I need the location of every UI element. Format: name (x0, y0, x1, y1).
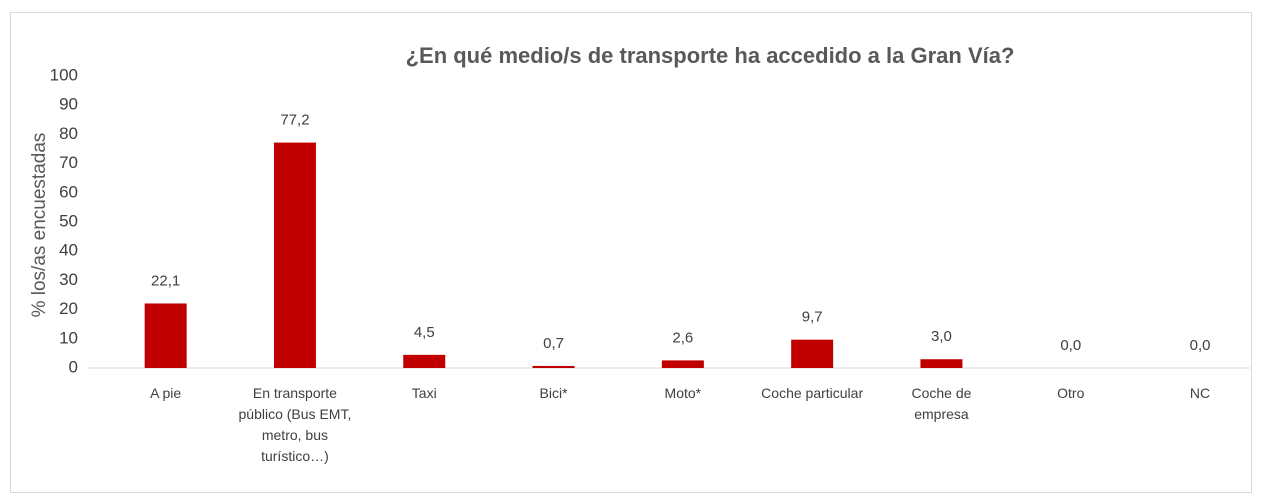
bar (661, 360, 704, 368)
data-label: 9,7 (802, 309, 823, 326)
bar (273, 142, 316, 368)
y-tick-label: 50 (59, 211, 78, 230)
x-tick-label: Taxi (411, 385, 437, 401)
data-label: 3,0 (931, 328, 952, 345)
x-tick-label: Coche particular (761, 385, 864, 401)
y-tick-label: 10 (59, 328, 78, 347)
data-label: 0,0 (1190, 337, 1211, 354)
x-tick-label: En transporte público (Bus EMT, metro, b… (238, 385, 352, 464)
data-label: 0,7 (543, 335, 564, 352)
bar (403, 354, 446, 368)
x-tick-label: A pie (150, 385, 182, 401)
bar (144, 303, 187, 368)
y-tick-label: 100 (50, 65, 78, 84)
y-tick-label: 40 (59, 241, 78, 260)
chart-title: ¿En qué medio/s de transporte ha accedid… (406, 43, 1015, 68)
bar (532, 365, 575, 368)
x-tick-label: Moto* (664, 385, 702, 401)
chart-frame (10, 12, 1252, 493)
y-tick-label: 80 (59, 124, 78, 143)
x-tick-label: NC (1189, 385, 1211, 401)
y-tick-label: 70 (59, 153, 78, 172)
data-label: 2,6 (672, 329, 693, 346)
data-label: 77,2 (280, 112, 309, 129)
bar (920, 359, 963, 368)
data-label: 4,5 (414, 324, 435, 341)
bar (791, 339, 834, 368)
data-label: 22,1 (151, 272, 180, 289)
data-label: 0,0 (1060, 337, 1081, 354)
x-tick-label: Coche de empresa (911, 385, 972, 422)
y-tick-label: 90 (59, 95, 78, 114)
y-tick-label: 30 (59, 270, 78, 289)
y-tick-label: 0 (69, 357, 78, 376)
y-tick-label: 60 (59, 182, 78, 201)
x-tick-label: Otro (1057, 385, 1085, 401)
x-tick-label: Bici* (539, 385, 568, 401)
y-axis-label: % los/as encuestadas (29, 133, 50, 318)
y-tick-label: 20 (59, 299, 78, 318)
